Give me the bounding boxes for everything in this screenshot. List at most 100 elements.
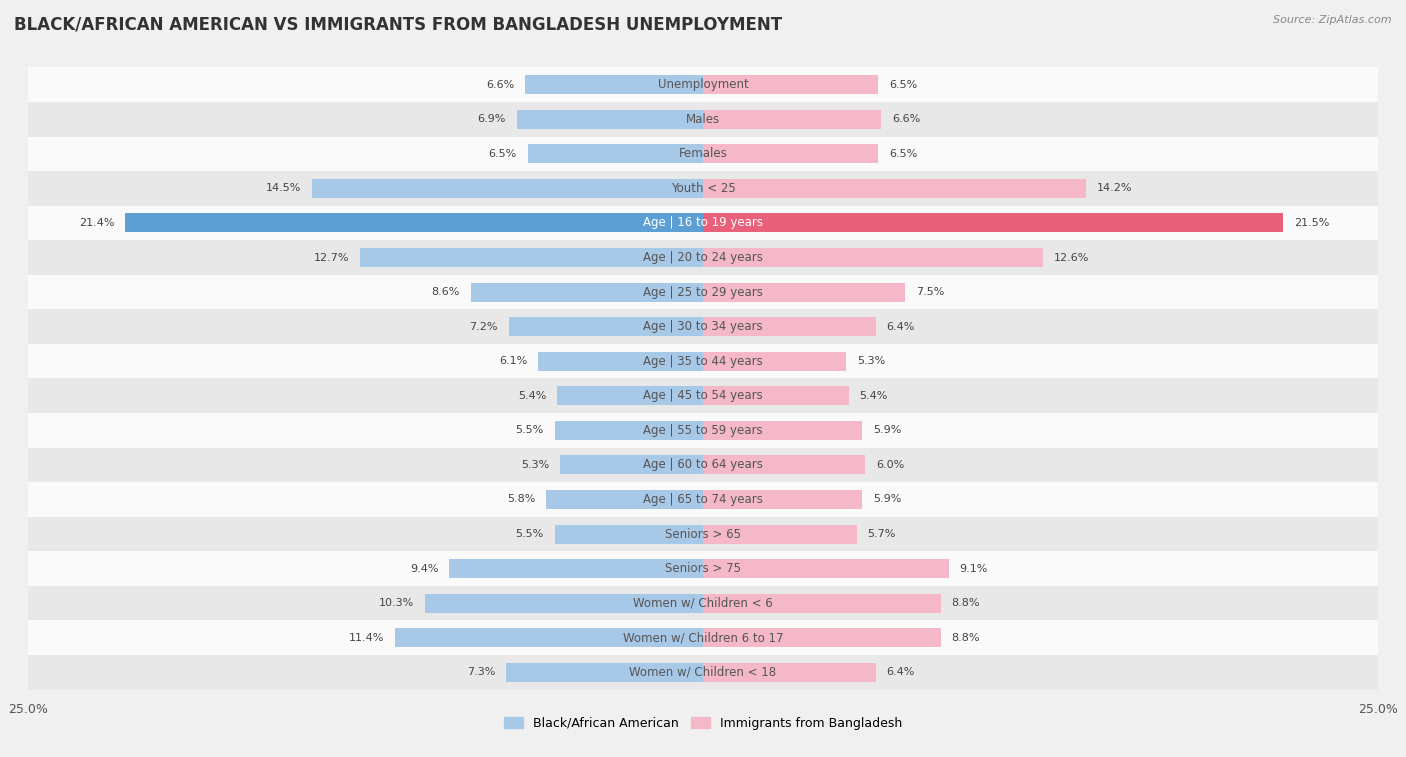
Bar [28, 102, 1378, 136]
Bar [28, 586, 1378, 621]
Bar [471, 282, 703, 301]
Text: Youth < 25: Youth < 25 [671, 182, 735, 195]
Bar [28, 171, 1378, 206]
Bar [450, 559, 703, 578]
Bar [703, 213, 1284, 232]
Text: Age | 45 to 54 years: Age | 45 to 54 years [643, 389, 763, 402]
Text: 6.6%: 6.6% [891, 114, 920, 124]
Bar [703, 282, 905, 301]
Text: 14.2%: 14.2% [1097, 183, 1133, 194]
Text: 10.3%: 10.3% [378, 598, 415, 608]
Bar [425, 593, 703, 612]
Bar [554, 525, 703, 544]
Bar [703, 490, 862, 509]
Text: Age | 65 to 74 years: Age | 65 to 74 years [643, 493, 763, 506]
Bar [554, 421, 703, 440]
Bar [703, 525, 856, 544]
Bar [703, 110, 882, 129]
Bar [28, 517, 1378, 551]
Text: 21.4%: 21.4% [79, 218, 114, 228]
Bar [703, 662, 876, 682]
Bar [28, 67, 1378, 102]
Bar [703, 593, 941, 612]
Bar [517, 110, 703, 129]
Bar [703, 456, 865, 475]
Text: 6.5%: 6.5% [488, 149, 517, 159]
Text: 6.1%: 6.1% [499, 357, 527, 366]
Text: Age | 25 to 29 years: Age | 25 to 29 years [643, 285, 763, 298]
Text: 5.9%: 5.9% [873, 425, 901, 435]
Bar [28, 310, 1378, 344]
Text: 12.6%: 12.6% [1054, 253, 1090, 263]
Bar [560, 456, 703, 475]
Text: 5.8%: 5.8% [508, 494, 536, 504]
Bar [28, 136, 1378, 171]
Text: 6.5%: 6.5% [889, 79, 918, 90]
Text: 6.9%: 6.9% [478, 114, 506, 124]
Bar [28, 378, 1378, 413]
Bar [509, 317, 703, 336]
Bar [703, 179, 1087, 198]
Text: 21.5%: 21.5% [1294, 218, 1330, 228]
Bar [524, 75, 703, 95]
Legend: Black/African American, Immigrants from Bangladesh: Black/African American, Immigrants from … [499, 712, 907, 735]
Text: Males: Males [686, 113, 720, 126]
Bar [28, 447, 1378, 482]
Bar [395, 628, 703, 647]
Text: 8.6%: 8.6% [432, 287, 460, 297]
Text: Age | 35 to 44 years: Age | 35 to 44 years [643, 355, 763, 368]
Text: 6.6%: 6.6% [486, 79, 515, 90]
Text: 6.4%: 6.4% [887, 322, 915, 332]
Text: 11.4%: 11.4% [349, 633, 384, 643]
Text: Age | 20 to 24 years: Age | 20 to 24 years [643, 251, 763, 264]
Bar [538, 352, 703, 371]
Bar [703, 248, 1043, 267]
Bar [125, 213, 703, 232]
Bar [703, 75, 879, 95]
Text: Source: ZipAtlas.com: Source: ZipAtlas.com [1274, 15, 1392, 25]
Bar [557, 386, 703, 405]
Bar [360, 248, 703, 267]
Bar [28, 482, 1378, 517]
Bar [703, 386, 849, 405]
Bar [28, 655, 1378, 690]
Bar [28, 275, 1378, 310]
Text: Age | 16 to 19 years: Age | 16 to 19 years [643, 217, 763, 229]
Bar [703, 559, 949, 578]
Text: 8.8%: 8.8% [952, 633, 980, 643]
Text: Women w/ Children 6 to 17: Women w/ Children 6 to 17 [623, 631, 783, 644]
Text: 7.5%: 7.5% [917, 287, 945, 297]
Text: Females: Females [679, 148, 727, 160]
Bar [527, 145, 703, 164]
Bar [28, 551, 1378, 586]
Text: 12.7%: 12.7% [314, 253, 349, 263]
Bar [28, 413, 1378, 447]
Text: Women w/ Children < 18: Women w/ Children < 18 [630, 665, 776, 679]
Bar [703, 317, 876, 336]
Text: 6.0%: 6.0% [876, 460, 904, 470]
Bar [506, 662, 703, 682]
Text: 9.4%: 9.4% [411, 563, 439, 574]
Text: 5.3%: 5.3% [520, 460, 550, 470]
Bar [547, 490, 703, 509]
Text: Seniors > 75: Seniors > 75 [665, 562, 741, 575]
Bar [703, 628, 941, 647]
Bar [703, 421, 862, 440]
Bar [28, 206, 1378, 240]
Bar [28, 240, 1378, 275]
Text: 5.3%: 5.3% [856, 357, 886, 366]
Bar [703, 352, 846, 371]
Text: BLACK/AFRICAN AMERICAN VS IMMIGRANTS FROM BANGLADESH UNEMPLOYMENT: BLACK/AFRICAN AMERICAN VS IMMIGRANTS FRO… [14, 15, 782, 33]
Text: 5.7%: 5.7% [868, 529, 896, 539]
Text: 6.4%: 6.4% [887, 667, 915, 678]
Bar [28, 344, 1378, 378]
Text: 5.9%: 5.9% [873, 494, 901, 504]
Bar [28, 621, 1378, 655]
Text: 5.4%: 5.4% [859, 391, 889, 400]
Text: 14.5%: 14.5% [266, 183, 301, 194]
Text: Age | 30 to 34 years: Age | 30 to 34 years [643, 320, 763, 333]
Text: 7.3%: 7.3% [467, 667, 495, 678]
Text: 8.8%: 8.8% [952, 598, 980, 608]
Text: 7.2%: 7.2% [470, 322, 498, 332]
Text: 5.5%: 5.5% [516, 425, 544, 435]
